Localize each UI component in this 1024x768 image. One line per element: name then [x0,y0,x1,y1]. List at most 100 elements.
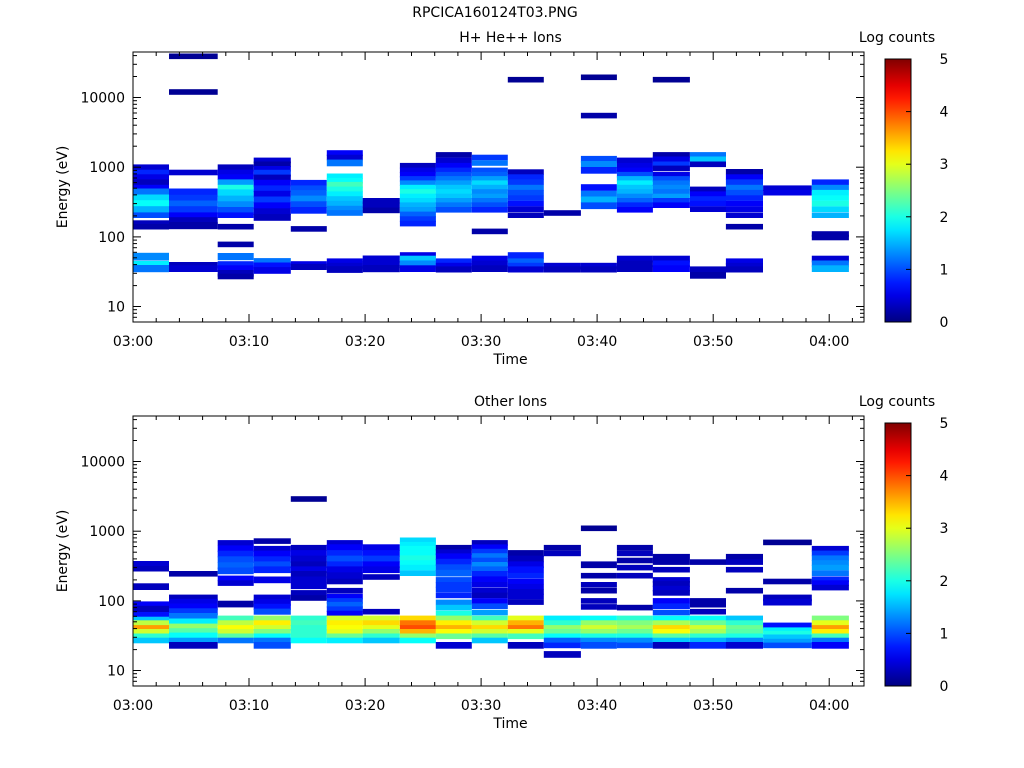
spectrogram-cell [326,191,363,197]
spectrogram-cell [811,179,849,185]
spectrogram-cell [652,165,690,172]
x-tick-label: 03:00 [113,334,153,350]
spectrogram-cell [133,261,169,269]
spectrogram-cell [616,564,653,571]
panel-title: Other Ions [474,394,547,410]
spectrogram-cell [290,595,327,601]
spectrogram-cell [580,561,617,569]
spectrogram-cell [217,567,254,575]
spectrogram-cell [253,161,291,168]
spectrogram-cell [399,545,436,552]
spectrogram-cell [326,625,363,631]
spectrogram-cell [690,625,726,631]
spectrogram-cell [507,566,544,574]
spectrogram-cell [133,605,169,613]
spectrogram-cell [290,179,327,186]
spectrogram-cell [435,162,472,169]
spectrogram-cell [290,576,327,584]
spectrogram-cell [811,633,849,640]
spectrogram-cell [133,164,169,170]
spectrogram-cell [399,541,436,548]
colorbar-tick-label: 1 [940,626,949,642]
spectrogram-cell [725,184,763,191]
plot-frame [132,51,865,323]
spectrogram-cell [253,550,291,558]
spectrogram-cell [507,615,544,622]
spectrogram-cell [652,581,690,587]
spectrogram-cell [362,202,400,208]
spectrogram-cell [507,195,544,201]
spectrogram-cell [217,212,254,218]
y-tick-label: 10 [107,664,125,680]
spectrogram-cell [362,555,400,563]
spectrogram-cell [507,206,544,212]
spectrogram-cell [811,642,849,649]
spectrogram-cell [217,189,254,197]
spectrogram-cell [169,632,218,639]
spectrogram-cell [811,629,849,635]
spectrogram-cell [507,620,544,626]
spectrogram-cell [399,198,436,204]
spectrogram-cell [253,603,291,610]
spectrogram-cell [725,223,763,230]
spectrogram-cell [616,550,653,557]
spectrogram-cell [580,167,617,174]
spectrogram-cell [435,180,472,186]
spectrogram-cell [471,587,508,594]
spectrogram-cell [652,184,690,191]
spectrogram-cell [811,580,849,586]
spectrogram-cell [471,202,508,208]
spectrogram-cell [326,159,363,167]
spectrogram-cell [690,191,726,197]
spectrogram-cell [690,620,726,626]
spectrogram-cell [652,156,690,163]
spectrogram-cell [507,212,544,218]
spectrogram-cell [169,642,218,649]
spectrogram-cell [435,171,472,178]
spectrogram-cell [725,587,763,594]
spectrogram-cell [811,555,849,561]
spectrogram-cell [471,603,508,609]
spectrogram-cell [471,255,508,263]
spectrogram-cell [471,189,508,195]
spectrogram-cell [471,167,508,174]
spectrogram-cell [326,200,363,207]
spectrogram-cell [811,584,849,591]
spectrogram-cell [362,261,400,269]
spectrogram-cell [435,586,472,593]
spectrogram-cell [169,217,218,225]
spectrogram-cell [471,633,508,640]
spectrogram-cell [543,633,581,640]
spectrogram-cell [763,539,812,546]
spectrogram-cell [507,629,544,635]
spectrogram-cell [290,263,327,270]
spectrogram-cell [725,620,763,626]
spectrogram-cell [253,576,291,584]
spectrogram-cell [652,189,690,195]
spectrogram-cell [507,572,544,579]
spectrogram-cell [616,615,653,622]
spectrogram-cell [435,553,472,561]
spectrogram-cell [471,207,508,213]
spectrogram-cell [133,223,169,230]
spectrogram-cell [399,550,436,557]
spectrogram-cell [811,564,849,571]
spectrogram-cell [507,593,544,600]
spectrogram-cell [811,550,849,557]
spectrogram-cell [362,615,400,622]
spectrogram-cell [169,598,218,606]
spectrogram-cell [435,558,472,566]
spectrogram-cell [652,553,690,560]
colorbar [884,58,912,323]
spectrogram-cell [471,180,508,186]
spectrogram-cell [435,544,472,551]
spectrogram-cell [326,266,363,273]
spectrogram-cell [253,174,291,182]
spectrogram-cell [169,200,218,209]
spectrogram-cell [362,574,400,580]
spectrogram-cell [326,196,363,202]
spectrogram-cell [133,625,169,631]
